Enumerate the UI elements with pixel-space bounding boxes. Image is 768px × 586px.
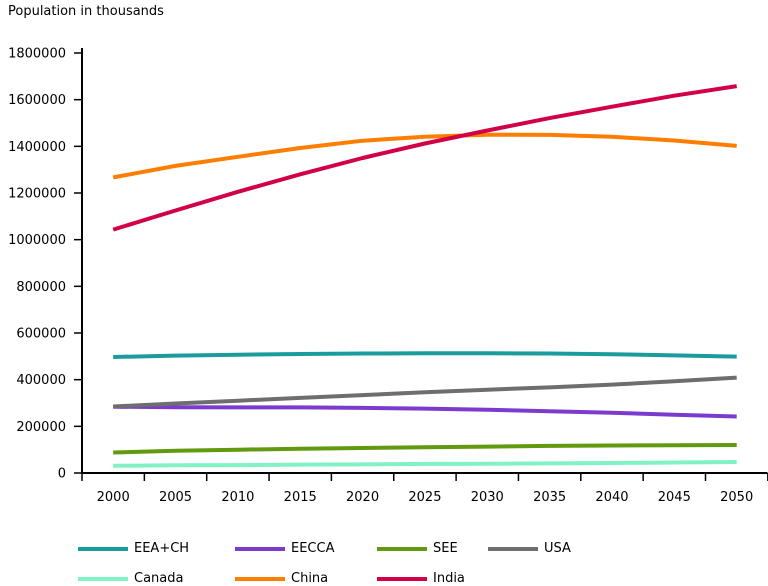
x-axis-tick-label: 2015 xyxy=(284,490,317,505)
x-axis-tick-label: 2010 xyxy=(221,490,254,505)
y-axis-tick-label: 1200000 xyxy=(8,187,66,202)
y-axis-tick-label: 400000 xyxy=(16,373,66,388)
legend-swatch-india xyxy=(377,577,427,581)
legend-item-china: China xyxy=(235,570,328,586)
series-line-usa xyxy=(113,375,737,409)
series-line-canada xyxy=(113,460,737,468)
legend-swatch-see xyxy=(377,547,427,551)
y-axis-tick-label: 200000 xyxy=(16,420,66,435)
legend-label-eea-ch: EEA+CH xyxy=(134,541,190,556)
y-axis-tick-label: 1000000 xyxy=(8,233,66,248)
legend-row: EEA+CH EECCA SEE USA xyxy=(0,540,768,558)
legend-swatch-eecca xyxy=(235,547,285,551)
x-axis-tick-label: 2040 xyxy=(595,490,628,505)
x-axis-tick-label: 2020 xyxy=(346,490,379,505)
legend-label-canada: Canada xyxy=(134,571,184,586)
x-axis-tick-label: 2005 xyxy=(159,490,192,505)
series-line-china xyxy=(112,132,737,180)
legend-row: Canada China India xyxy=(0,570,768,586)
series-line-india xyxy=(112,84,738,232)
legend-item-usa: USA xyxy=(488,540,571,558)
x-axis-tick-label: 2045 xyxy=(658,490,691,505)
chart-title: Population in thousands xyxy=(8,4,164,19)
x-axis-tick-label: 2025 xyxy=(408,490,441,505)
x-axis-tick-label: 2035 xyxy=(533,490,566,505)
x-axis-tick-label: 2050 xyxy=(720,490,753,505)
legend-label-eecca: EECCA xyxy=(291,541,335,556)
legend-item-see: SEE xyxy=(377,540,458,558)
y-axis-tick-label: 1800000 xyxy=(8,47,66,62)
legend-swatch-canada xyxy=(78,577,128,581)
y-axis-tick-label: 1600000 xyxy=(8,93,66,108)
legend-label-see: SEE xyxy=(433,541,458,556)
x-axis-tick-label: 2000 xyxy=(97,490,130,505)
legend-item-india: India xyxy=(377,570,465,586)
legend-swatch-usa xyxy=(488,547,538,551)
series-line-see xyxy=(113,443,737,455)
legend-swatch-eea-ch xyxy=(78,547,128,551)
y-axis-tick-label: 800000 xyxy=(16,280,66,295)
series-line-eea-ch xyxy=(113,351,737,359)
legend-item-eecca: EECCA xyxy=(235,540,334,558)
legend-item-eea-ch: EEA+CH xyxy=(78,540,189,558)
legend-label-china: China xyxy=(291,571,329,586)
legend-label-india: India xyxy=(433,571,465,586)
legend-swatch-china xyxy=(235,577,285,581)
y-axis-tick-label: 1400000 xyxy=(8,140,66,155)
series-line-eecca xyxy=(113,404,737,419)
x-axis-tick-label: 2030 xyxy=(471,490,504,505)
y-axis-tick-label: 0 xyxy=(58,467,66,482)
legend-item-canada: Canada xyxy=(78,570,183,586)
y-axis-tick-label: 600000 xyxy=(16,327,66,342)
legend-label-usa: USA xyxy=(544,541,571,556)
